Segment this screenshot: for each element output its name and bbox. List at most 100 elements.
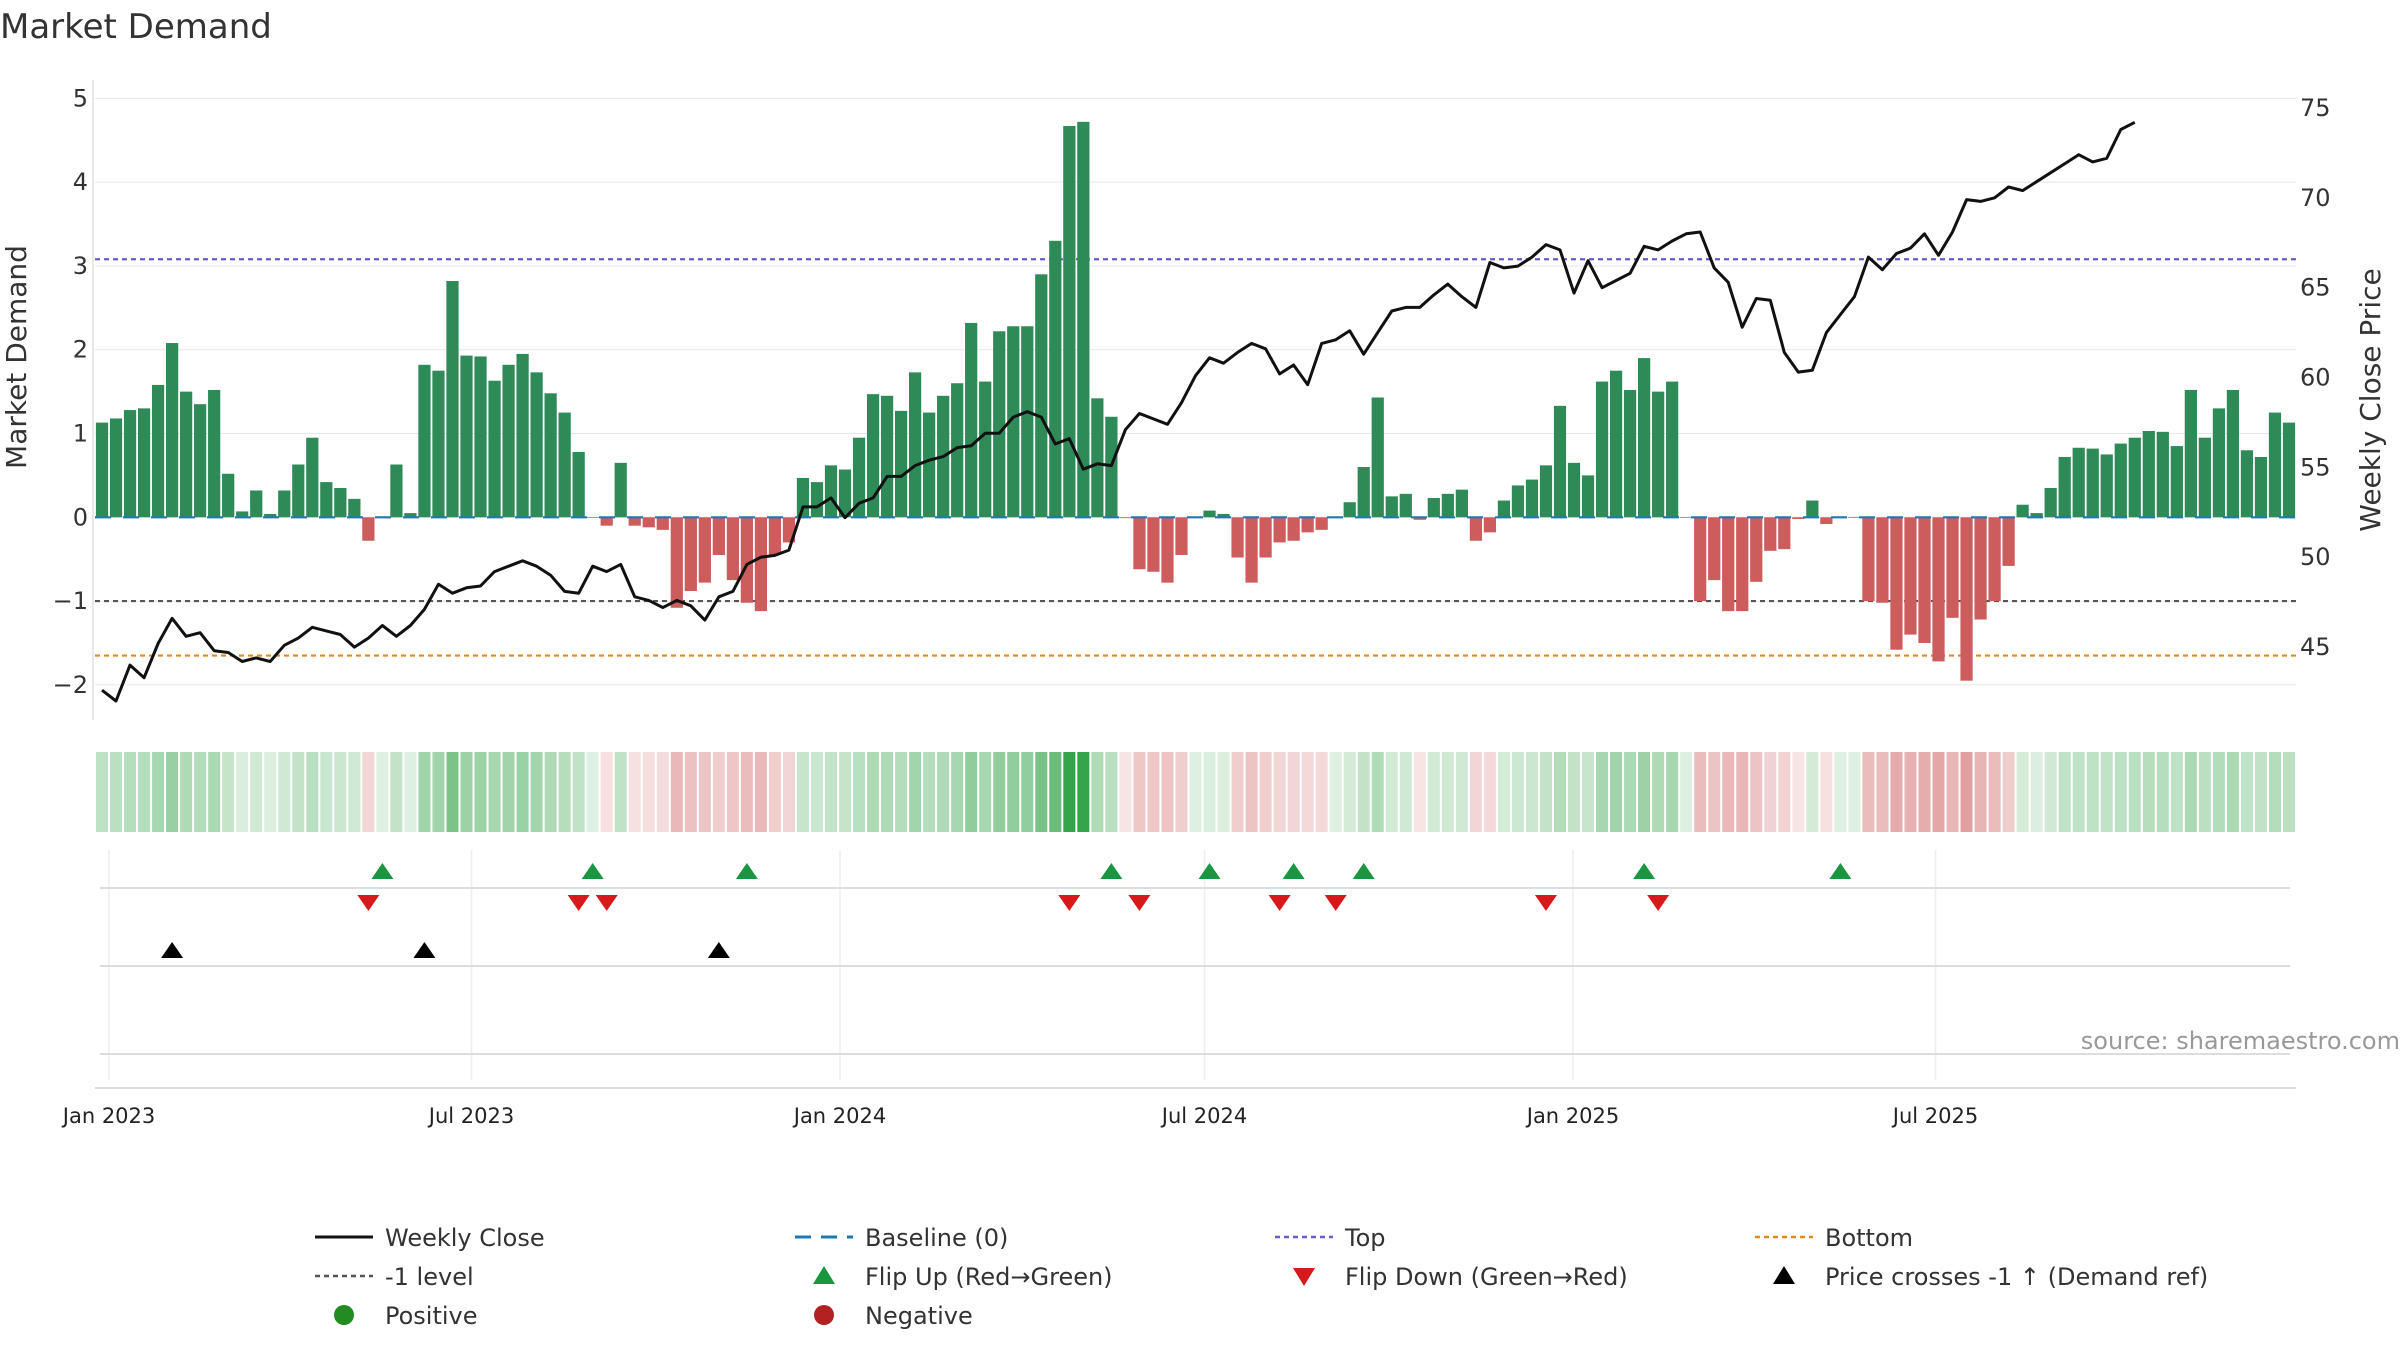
right-tick-label: 70 bbox=[2300, 184, 2331, 212]
demand-bar-negative bbox=[1245, 517, 1258, 583]
demand-bar-positive bbox=[572, 451, 585, 518]
heat-cell-positive bbox=[1399, 752, 1412, 832]
heat-cell-positive bbox=[2114, 752, 2127, 832]
demand-bar-negative bbox=[362, 517, 375, 541]
heat-cell-positive bbox=[853, 752, 866, 832]
heat-cell-positive bbox=[1329, 752, 1342, 832]
demand-bar-positive bbox=[1638, 358, 1651, 518]
demand-bar-positive bbox=[264, 513, 277, 518]
demand-bar-positive bbox=[180, 391, 193, 518]
heat-cell-positive bbox=[1582, 752, 1595, 832]
demand-bar-positive bbox=[951, 383, 964, 518]
demand-bar-negative bbox=[1483, 517, 1497, 533]
demand-bar-positive bbox=[123, 410, 137, 518]
legend-label: Price crosses -1 ↑ (Demand ref) bbox=[1825, 1263, 2208, 1291]
heat-cell-negative bbox=[1287, 752, 1300, 832]
demand-bar-negative bbox=[1315, 517, 1328, 530]
demand-bar-positive bbox=[993, 331, 1006, 518]
demand-bar-positive bbox=[1609, 370, 1623, 518]
demand-bar-positive bbox=[1077, 121, 1090, 518]
demand-bar-negative bbox=[1918, 517, 1931, 643]
flip-down-marker bbox=[1058, 895, 1081, 911]
demand-bar-positive bbox=[1217, 513, 1230, 518]
heat-cell-positive bbox=[2072, 752, 2085, 832]
demand-bar-positive bbox=[1343, 502, 1356, 518]
demand-bar-negative bbox=[1890, 517, 1903, 650]
flip-down-marker bbox=[1128, 895, 1151, 911]
flip-up-marker bbox=[735, 863, 758, 879]
x-tick-label: Jan 2024 bbox=[792, 1104, 887, 1128]
heat-cell-positive bbox=[2240, 752, 2253, 832]
demand-bar-positive bbox=[1553, 405, 1567, 518]
legend-item: Price crosses -1 ↑ (Demand ref) bbox=[1773, 1263, 2208, 1291]
x-tick-label: Jul 2024 bbox=[1160, 1104, 1247, 1128]
heat-cell-positive bbox=[418, 752, 431, 832]
flip-up-marker bbox=[1352, 863, 1375, 879]
heat-cell-positive bbox=[2156, 752, 2169, 832]
demand-bar-negative bbox=[768, 517, 782, 555]
heat-cell-positive bbox=[2058, 752, 2071, 832]
demand-bar-negative bbox=[1708, 517, 1721, 581]
right-tick-label: 50 bbox=[2300, 543, 2331, 571]
demand-bar-positive bbox=[460, 355, 473, 518]
heat-cell-negative bbox=[1932, 752, 1945, 832]
heat-cell-positive bbox=[236, 752, 249, 832]
demand-bar-positive bbox=[880, 395, 894, 518]
heat-cell-positive bbox=[1497, 752, 1510, 832]
demand-bar-positive bbox=[2142, 431, 2155, 518]
demand-bar-positive bbox=[2170, 446, 2183, 518]
demand-bar-positive bbox=[404, 513, 417, 518]
heat-cell-negative bbox=[1119, 752, 1132, 832]
heat-cell-positive bbox=[1357, 752, 1370, 832]
demand-bar-negative bbox=[712, 517, 725, 555]
right-tick-label: 55 bbox=[2300, 453, 2331, 481]
demand-bar-positive bbox=[151, 384, 165, 518]
heat-cell-negative bbox=[768, 752, 781, 832]
heat-cell-negative bbox=[1708, 752, 1721, 832]
demand-bar-positive bbox=[2016, 504, 2029, 518]
heat-cell-negative bbox=[1764, 752, 1777, 832]
demand-bar-negative bbox=[670, 517, 683, 608]
left-tick-label: 2 bbox=[73, 336, 88, 364]
demand-bar-negative bbox=[2002, 517, 2015, 566]
demand-bar-positive bbox=[95, 422, 109, 518]
heat-cell-positive bbox=[1063, 752, 1076, 832]
demand-bar-positive bbox=[810, 482, 824, 518]
right-tick-label: 60 bbox=[2300, 364, 2331, 392]
demand-bar-negative bbox=[1175, 517, 1188, 555]
heat-cell-positive bbox=[1105, 752, 1118, 832]
demand-bar-positive bbox=[2044, 487, 2057, 518]
heat-cell-positive bbox=[937, 752, 950, 832]
heat-cell-positive bbox=[1806, 752, 1819, 832]
heat-cell-positive bbox=[2142, 752, 2155, 832]
demand-bar-positive bbox=[586, 517, 599, 518]
demand-bar-negative bbox=[1231, 517, 1244, 558]
legend-item: Positive bbox=[334, 1302, 478, 1330]
flip-down-marker bbox=[1268, 895, 1291, 911]
demand-bars bbox=[95, 121, 2296, 681]
heat-cell-positive bbox=[881, 752, 894, 832]
heat-cell-positive bbox=[1638, 752, 1651, 832]
heat-cell-negative bbox=[600, 752, 613, 832]
heat-cell-positive bbox=[2268, 752, 2281, 832]
heat-cell-negative bbox=[1904, 752, 1917, 832]
demand-bar-positive bbox=[2184, 389, 2197, 518]
heat-cell-positive bbox=[2044, 752, 2057, 832]
demand-bar-positive bbox=[278, 490, 291, 518]
legend-label: Flip Up (Red→Green) bbox=[865, 1263, 1113, 1291]
demand-bar-positive bbox=[2058, 456, 2071, 518]
demand-bar-positive bbox=[558, 412, 571, 518]
price-cross-marker bbox=[161, 942, 184, 958]
heat-cell-positive bbox=[2170, 752, 2183, 832]
heat-cell-negative bbox=[712, 752, 725, 832]
heat-cell-positive bbox=[2128, 752, 2141, 832]
heat-cell-negative bbox=[698, 752, 711, 832]
demand-bar-positive bbox=[2030, 513, 2043, 518]
heat-cell-positive bbox=[390, 752, 403, 832]
heat-cell-positive bbox=[1441, 752, 1454, 832]
heat-cell-positive bbox=[152, 752, 165, 832]
heat-cell-negative bbox=[740, 752, 753, 832]
x-tick-label: Jul 2025 bbox=[1891, 1104, 1978, 1128]
heat-cell-negative bbox=[1147, 752, 1160, 832]
